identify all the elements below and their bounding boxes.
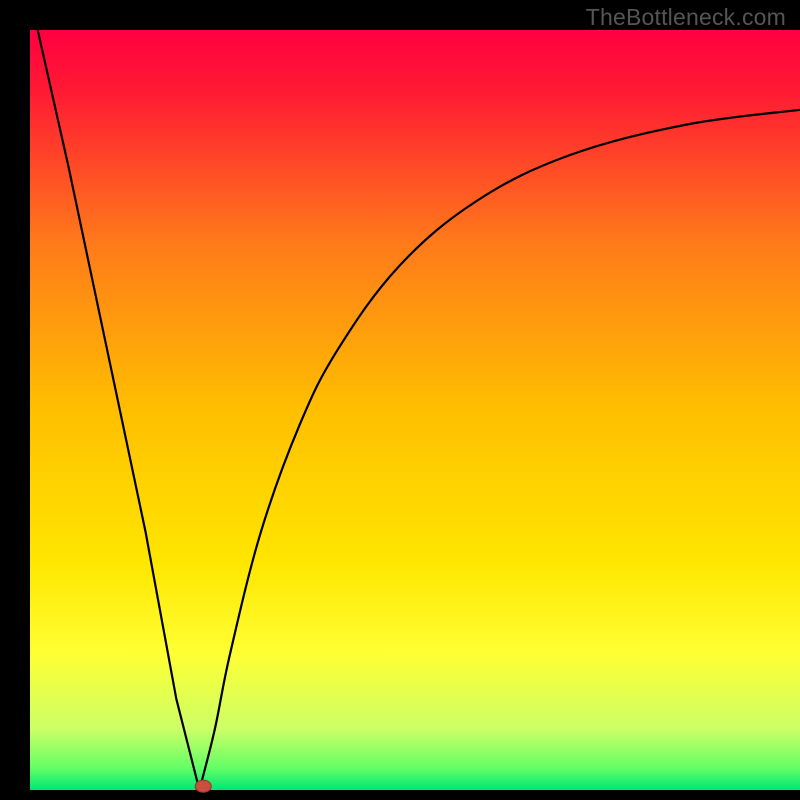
plot-background	[30, 30, 800, 790]
bottleneck-chart	[0, 0, 800, 800]
watermark-text: TheBottleneck.com	[586, 4, 786, 31]
chart-container: TheBottleneck.com	[0, 0, 800, 800]
optimum-marker	[195, 780, 211, 792]
